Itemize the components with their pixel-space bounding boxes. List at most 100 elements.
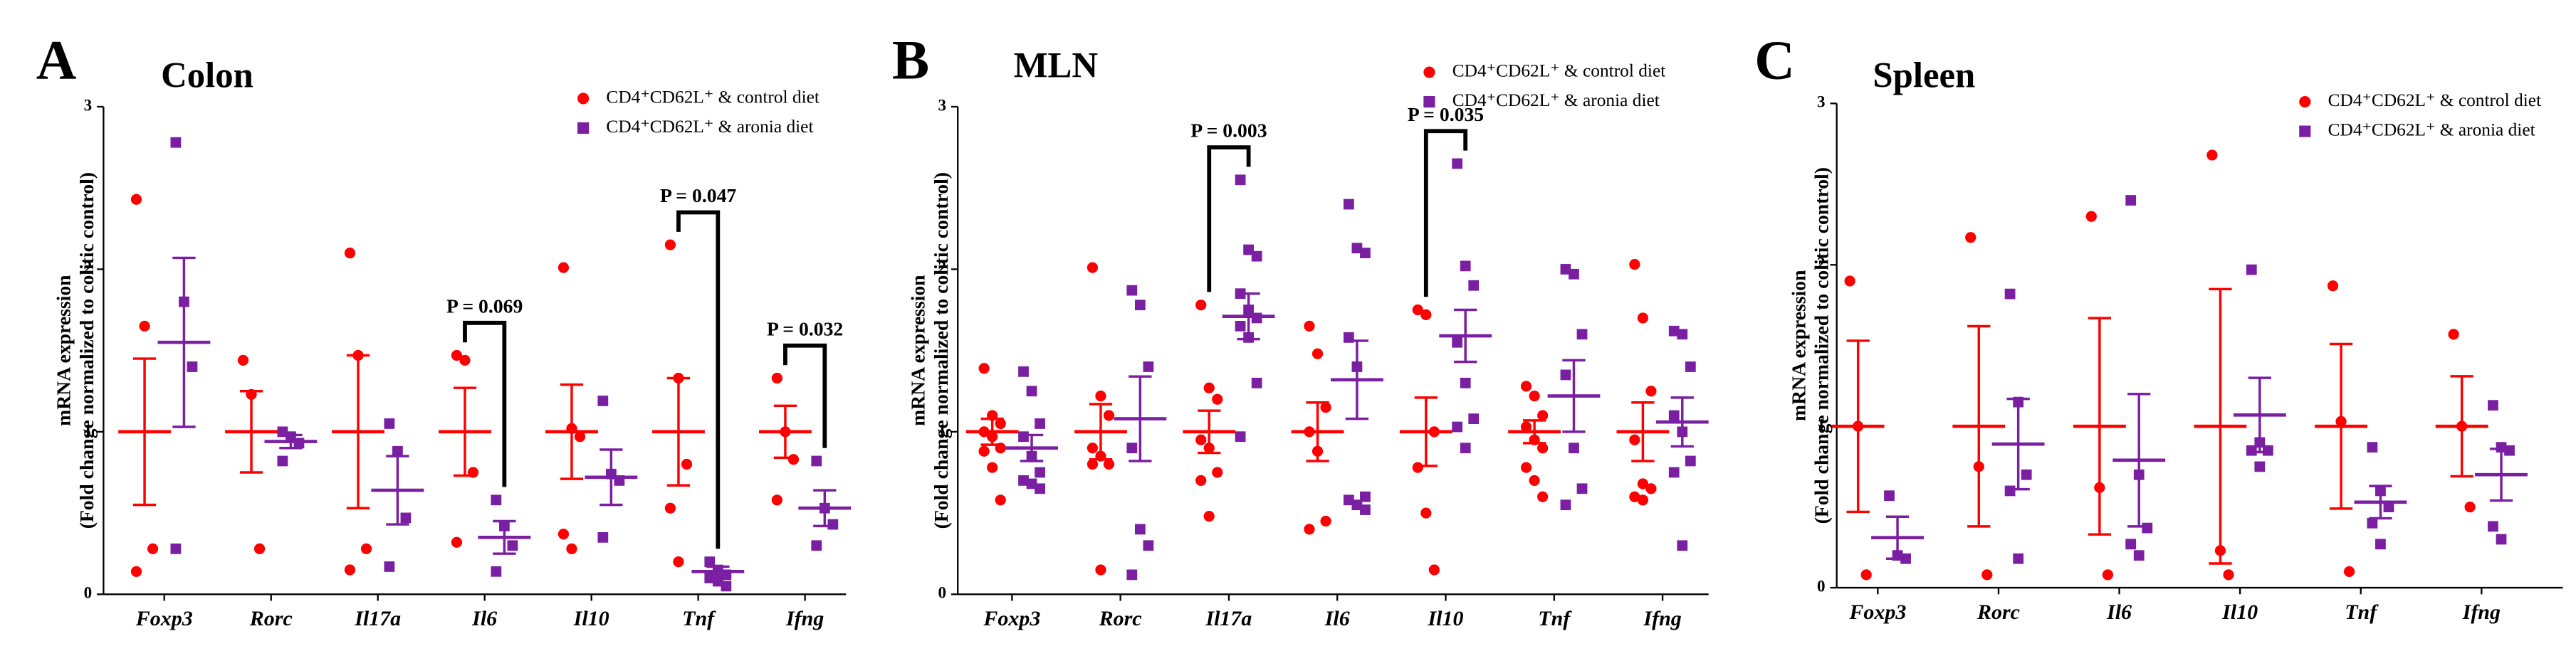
data-point xyxy=(2246,445,2257,456)
data-point xyxy=(978,363,990,374)
data-point xyxy=(771,494,783,506)
data-point xyxy=(2206,149,2218,161)
data-point xyxy=(987,462,998,473)
data-point xyxy=(1685,361,1696,372)
data-point xyxy=(2254,461,2266,472)
data-point xyxy=(664,502,676,514)
data-point xyxy=(2004,485,2016,497)
error-bar xyxy=(2127,393,2151,528)
y-tick-label: 0 xyxy=(1817,576,1826,595)
error-bar xyxy=(132,357,157,507)
data-point xyxy=(1965,232,1976,243)
y-axis-label: (Fold change normalized to colitic contr… xyxy=(1811,167,1833,524)
y-tick-label: 2 xyxy=(84,258,93,277)
data-point xyxy=(2142,522,2153,534)
data-point xyxy=(566,543,577,554)
data-point xyxy=(1035,467,1045,478)
data-point xyxy=(2085,211,2097,222)
data-point xyxy=(1235,321,1246,332)
error-bar xyxy=(813,489,837,528)
x-tick-label: Il17a xyxy=(354,607,401,630)
data-point xyxy=(1351,499,1363,511)
error-bar xyxy=(2369,484,2392,520)
data-point xyxy=(1860,569,1872,581)
y-axis-label: mRNA expression xyxy=(53,275,75,425)
error-bar xyxy=(666,376,691,487)
panel-title: MLN xyxy=(1014,46,1098,85)
data-point xyxy=(1560,499,1571,511)
p-value: P = 0.035 xyxy=(1408,103,1484,125)
data-point xyxy=(451,349,463,361)
x-tick-label: Il10 xyxy=(1428,607,1464,630)
x-tick-label: Rorc xyxy=(1099,607,1142,630)
data-point xyxy=(1126,569,1138,581)
data-point xyxy=(491,494,502,506)
data-point xyxy=(1537,491,1549,502)
data-point xyxy=(384,561,395,572)
data-point xyxy=(1637,494,1649,506)
data-point xyxy=(995,494,1006,506)
data-point xyxy=(170,137,182,148)
legend-label: CD4⁺CD62L⁺ & control diet xyxy=(2328,90,2542,110)
data-point xyxy=(1212,467,1223,478)
data-point xyxy=(1412,304,1423,316)
data-point xyxy=(1428,564,1440,576)
error-bar xyxy=(600,448,623,507)
data-point xyxy=(1645,483,1657,494)
x-tick-label: Il10 xyxy=(573,607,609,630)
data-point xyxy=(253,543,266,554)
data-point xyxy=(1343,494,1354,506)
error-bar xyxy=(1020,433,1044,462)
error-bar xyxy=(2006,397,2030,491)
x-tick-label: Ifng xyxy=(785,607,824,630)
panel-letter: B xyxy=(892,28,929,90)
data-point xyxy=(1420,309,1432,321)
data-point xyxy=(1569,443,1579,454)
y-tick-label: 3 xyxy=(84,95,93,114)
error-bar xyxy=(2248,376,2271,454)
x-tick-label: Foxp3 xyxy=(983,607,1040,630)
data-point xyxy=(2021,469,2032,480)
data-point xyxy=(811,455,822,467)
error-bar xyxy=(1345,339,1369,420)
data-point xyxy=(2464,502,2476,513)
data-point xyxy=(574,431,586,443)
data-point xyxy=(1203,382,1215,393)
data-point xyxy=(1320,515,1331,527)
data-point xyxy=(1576,329,1588,340)
error-bar xyxy=(1562,359,1586,433)
error-bar xyxy=(560,383,584,480)
data-point xyxy=(1212,393,1223,405)
data-point xyxy=(1460,377,1471,388)
legend-marker xyxy=(577,92,590,105)
data-point xyxy=(1412,462,1423,473)
y-tick-label: 2 xyxy=(1817,254,1826,272)
data-point xyxy=(1645,386,1657,397)
data-point xyxy=(1304,320,1315,332)
data-point xyxy=(1243,244,1255,255)
data-point xyxy=(2133,550,2145,561)
data-point xyxy=(2488,400,2498,411)
data-point xyxy=(597,531,609,543)
legend-label: CD4⁺CD62L⁺ & aronia diet xyxy=(1452,90,1660,110)
data-point xyxy=(1520,381,1532,392)
data-point xyxy=(1304,524,1315,535)
data-point xyxy=(712,576,723,587)
data-point xyxy=(1134,300,1146,311)
error-bar xyxy=(1885,515,1910,560)
data-point xyxy=(1668,467,1680,478)
error-bar xyxy=(2088,317,2112,536)
data-point xyxy=(1677,329,1688,340)
data-point xyxy=(1018,431,1029,443)
data-point xyxy=(2383,502,2394,513)
data-point xyxy=(1560,369,1571,381)
data-point xyxy=(1452,158,1463,169)
error-bar xyxy=(1129,375,1152,462)
y-tick-label: 0 xyxy=(938,583,947,602)
data-point xyxy=(2125,539,2137,550)
data-point xyxy=(1668,325,1680,337)
x-tick-label: Rorc xyxy=(249,607,293,630)
panel-letter: A xyxy=(36,28,77,90)
data-point xyxy=(827,519,839,530)
data-point xyxy=(451,536,463,548)
